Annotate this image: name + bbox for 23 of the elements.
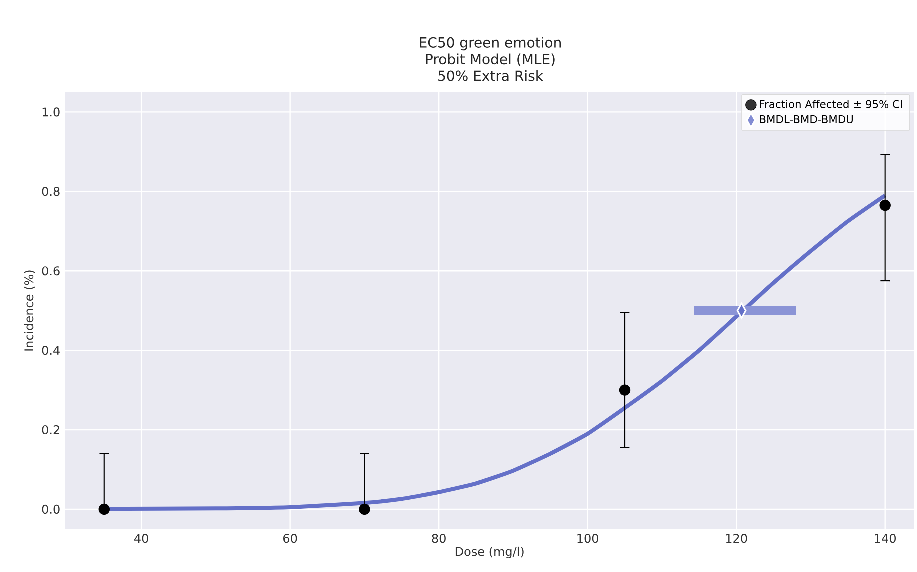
point: [98, 504, 110, 516]
x-tick-label: 40: [134, 534, 148, 544]
x-tick-label: 100: [578, 534, 598, 544]
legend-label: BMDL-BMD-BMDU: [760, 116, 853, 124]
y-tick-label: 0.0: [42, 504, 60, 514]
legend-label: Fraction Affected ± 95% CI: [760, 100, 902, 108]
point: [359, 504, 370, 516]
y-axis-title: Incidence (%): [24, 270, 36, 351]
y-tick-label: 1.0: [42, 108, 60, 117]
point: [619, 384, 631, 396]
x-tick-label: 80: [432, 534, 446, 544]
chart-title: EC50 green emotion: [420, 37, 561, 51]
x-tick-label: 60: [284, 534, 298, 544]
x-tick-label: 140: [875, 534, 896, 544]
y-tick-label: 0.2: [42, 425, 60, 435]
y-tick-label: 0.4: [42, 346, 60, 356]
x-axis-title: Dose (mg/l): [456, 546, 524, 559]
x-tick-label: 120: [726, 534, 748, 544]
text: 50% Extra Risk: [438, 70, 544, 82]
chart-subtitle: Probit Model (MLE): [426, 54, 555, 66]
y-tick-label: 0.6: [42, 266, 60, 276]
point: [880, 200, 891, 212]
y-tick-label: 0.8: [42, 187, 60, 196]
